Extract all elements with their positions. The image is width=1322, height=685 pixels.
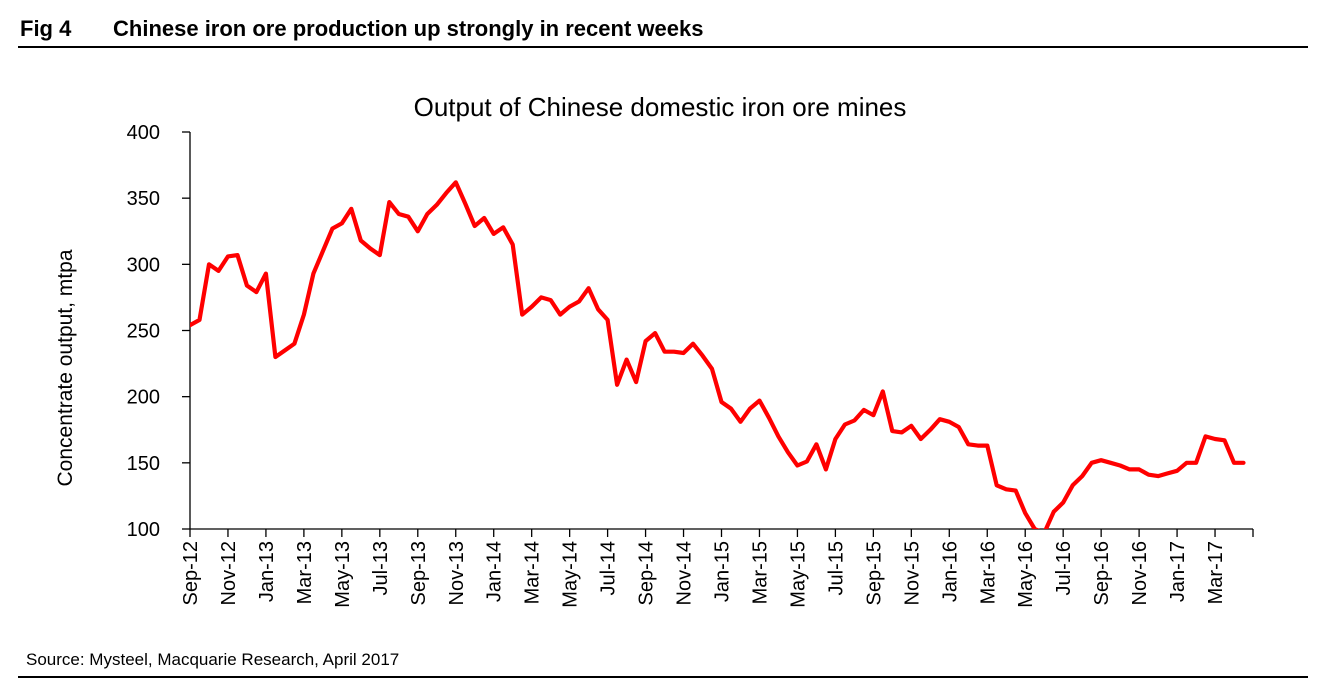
figure-header: Fig 4 Chinese iron ore production up str… — [18, 14, 1308, 48]
series-line-0 — [190, 180, 1246, 529]
x-tick-label: Mar-14 — [522, 541, 544, 604]
x-tick-label: May-14 — [560, 541, 582, 608]
y-tick-label: 250 — [127, 321, 160, 343]
y-tick-label: 400 — [127, 122, 160, 144]
x-tick-label: Jan-16 — [939, 541, 961, 602]
x-axis-ticks: Sep-12 Nov-12 Jan-13 Mar-13 May-13 Jul-13 Sep-… — [180, 529, 1254, 608]
x-tick-label: Jan-13 — [256, 541, 278, 602]
x-tick-label: Sep-14 — [636, 541, 658, 606]
x-tick-label: May-15 — [787, 541, 809, 608]
y-axis-title: Concentrate output, mtpa — [54, 249, 77, 486]
x-tick-label: Nov-12 — [218, 541, 240, 605]
x-tick-label: Jul-15 — [825, 541, 847, 595]
figure-number: Fig 4 — [20, 16, 72, 41]
x-tick-label: Nov-16 — [1129, 541, 1151, 605]
x-tick-label: Nov-15 — [901, 541, 923, 605]
x-tick-label: Jan-15 — [712, 541, 734, 602]
x-tick-label: Sep-15 — [863, 541, 885, 606]
x-tick-label: Mar-15 — [749, 541, 771, 604]
x-tick-label: Sep-16 — [1091, 541, 1113, 606]
x-tick-label: Mar-17 — [1205, 541, 1227, 604]
y-axis-ticks: 100 150 200 250 300 350 400 — [127, 122, 190, 541]
x-tick-label: Sep-13 — [408, 541, 430, 606]
x-tick-label: Mar-13 — [294, 541, 316, 604]
x-tick-label: Mar-16 — [977, 541, 999, 604]
x-tick-label: Jan-14 — [484, 541, 506, 602]
figure-footer: Source: Mysteel, Macquarie Research, Apr… — [18, 650, 1308, 678]
y-tick-label: 150 — [127, 453, 160, 475]
x-tick-label: May-16 — [1015, 541, 1037, 608]
x-tick-label: Nov-13 — [446, 541, 468, 605]
series-layer — [190, 180, 1246, 529]
chart-title: Output of Chinese domestic iron ore mine… — [414, 92, 907, 122]
figure-title: Chinese iron ore production up strongly … — [113, 16, 704, 41]
x-tick-label: May-13 — [332, 541, 354, 608]
source-note: Source: Mysteel, Macquarie Research, Apr… — [26, 650, 400, 669]
x-tick-label: Jul-13 — [370, 541, 392, 595]
x-tick-label: Nov-14 — [674, 541, 696, 605]
y-tick-label: 200 — [127, 387, 160, 409]
x-tick-label: Sep-12 — [180, 541, 202, 606]
y-tick-label: 300 — [127, 254, 160, 276]
y-tick-label: 350 — [127, 188, 160, 210]
y-tick-label: 100 — [127, 519, 160, 541]
axes — [189, 132, 1253, 530]
x-tick-label: Jul-16 — [1053, 541, 1075, 595]
x-tick-label: Jan-17 — [1167, 541, 1189, 602]
x-tick-label: Jul-14 — [598, 541, 620, 595]
